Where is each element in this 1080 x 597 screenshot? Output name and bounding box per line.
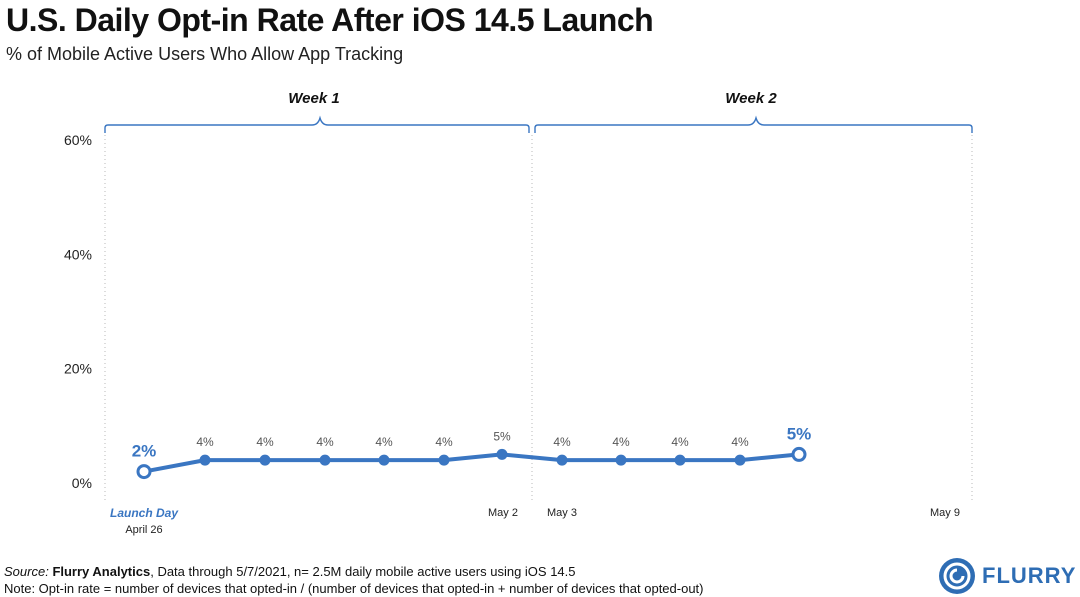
- flurry-logo-text: FLURRY: [982, 563, 1077, 588]
- data-point: [556, 454, 568, 466]
- launch-point: [136, 464, 152, 480]
- source-details: , Data through 5/7/2021, n= 2.5M daily m…: [150, 564, 576, 579]
- data-labels: 2% 4% 4% 4% 4% 4% 5% 4% 4% 4% 4% 5%: [132, 424, 812, 460]
- week-1-bracket: [104, 115, 530, 133]
- y-tick-label: 20%: [64, 361, 92, 377]
- week-1-label: Week 1: [288, 90, 339, 107]
- week-1-end-date: May 2: [488, 507, 518, 519]
- y-tick-label: 40%: [64, 246, 92, 262]
- y-tick-label: 0%: [72, 475, 92, 491]
- note-line: Note: Opt-in rate = number of devices th…: [4, 581, 704, 596]
- data-point: [734, 454, 746, 466]
- chart-subtitle: % of Mobile Active Users Who Allow App T…: [6, 44, 404, 64]
- data-label: 5%: [493, 429, 511, 443]
- data-label: 2%: [132, 442, 157, 461]
- data-point: [319, 454, 331, 466]
- series-line: [142, 452, 801, 474]
- data-point: [259, 454, 271, 466]
- source-line: Source: Flurry Analytics, Data through 5…: [4, 564, 576, 579]
- data-label: 4%: [375, 435, 393, 449]
- data-point: [199, 454, 211, 466]
- week-2-start-date: May 3: [547, 507, 577, 519]
- chart-title: U.S. Daily Opt-in Rate After iOS 14.5 La…: [6, 2, 654, 38]
- data-point: [378, 454, 390, 466]
- data-point: [438, 454, 450, 466]
- series-points: [136, 446, 807, 480]
- data-label: 5%: [787, 424, 812, 443]
- data-point: [615, 454, 627, 466]
- data-point: [674, 454, 686, 466]
- data-label: 4%: [553, 435, 571, 449]
- week-2-end-date: May 9: [930, 507, 960, 519]
- data-label: 4%: [612, 435, 630, 449]
- week-2-label: Week 2: [725, 90, 777, 107]
- data-point: [496, 448, 508, 460]
- source-name: Flurry Analytics: [52, 564, 151, 579]
- latest-point: [791, 446, 807, 462]
- launch-day-label: Launch Day: [110, 506, 179, 520]
- y-axis-ticks: 0% 20% 40% 60%: [64, 132, 92, 491]
- data-label: 4%: [316, 435, 334, 449]
- data-label: 4%: [731, 435, 749, 449]
- data-label: 4%: [256, 435, 274, 449]
- data-label: 4%: [435, 435, 453, 449]
- start-date-label: April 26: [125, 524, 162, 536]
- source-label: Source:: [4, 564, 49, 579]
- data-label: 4%: [671, 435, 689, 449]
- y-tick-label: 60%: [64, 132, 92, 148]
- flurry-logo: FLURRY: [938, 557, 1076, 595]
- flurry-logo-icon: [939, 558, 975, 594]
- data-label: 4%: [196, 435, 214, 449]
- week-2-bracket: [534, 115, 973, 133]
